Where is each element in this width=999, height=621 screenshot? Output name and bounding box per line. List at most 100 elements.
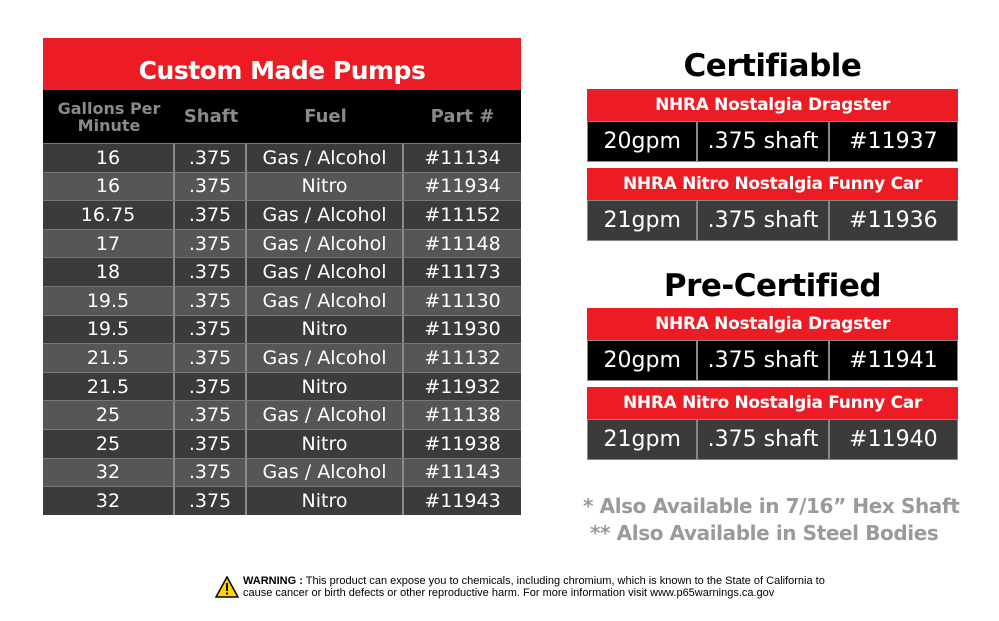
cell-fuel: Nitro — [247, 487, 404, 515]
table-row: 16.375 Gas / Alcohol #11134 — [43, 143, 521, 172]
cell-fuel: Nitro — [247, 429, 404, 458]
cell-fuel: Nitro — [247, 372, 404, 401]
cell-gpm: 21.5 — [43, 344, 175, 372]
table-row: 19.5.375 Nitro #11930 — [43, 314, 521, 344]
cell-fuel: Gas / Alcohol — [247, 229, 404, 258]
cell-shaft: .375 — [175, 487, 247, 515]
pump-spec-card: NHRA Nostalgia Dragster 20gpm .375 shaft #1… — [587, 89, 958, 162]
header-part: Part # — [430, 106, 495, 127]
spec-gpm: 21gpm — [588, 420, 699, 459]
warning-line-2: cause cancer or birth defects or other r… — [243, 587, 775, 599]
table-title: Custom Made Pumps — [43, 38, 521, 90]
table-row: 21.5.375 Gas / Alcohol #11132 — [43, 343, 521, 372]
cell-fuel: Nitro — [247, 315, 404, 344]
spec-gpm: 20gpm — [588, 122, 699, 161]
header-shaft: Shaft — [183, 106, 239, 127]
cell-part: #11938 — [424, 432, 501, 455]
cell-part: #11934 — [424, 175, 501, 198]
pre-certified-panel: NHRA Nostalgia Dragster 20gpm .375 shaft #1… — [587, 308, 958, 466]
table-header: Gallons Per Minute Shaft Fuel Part # — [43, 90, 521, 143]
cell-fuel: Gas / Alcohol — [247, 458, 404, 487]
warning-line-1: This product can expose you to chemicals… — [302, 575, 825, 587]
card-specs: 21gpm .375 shaft #11940 — [587, 419, 958, 460]
cell-part: #11148 — [424, 232, 501, 255]
cell-part: #11173 — [424, 261, 501, 284]
cell-fuel: Gas / Alcohol — [247, 401, 404, 429]
card-title: NHRA Nostalgia Dragster — [587, 89, 958, 121]
cell-fuel: Gas / Alcohol — [247, 286, 404, 315]
warning-label: WARNING : — [243, 575, 303, 587]
table-row: 21.5.375 Nitro #11932 — [43, 371, 521, 401]
cell-shaft: .375 — [175, 229, 247, 258]
certifiable-title: Certifiable — [683, 48, 862, 84]
pre-certified-title: Pre-Certified — [663, 268, 882, 304]
custom-pumps-table: Custom Made Pumps Gallons Per Minute Sha… — [43, 38, 521, 515]
card-title: NHRA Nitro Nostalgia Funny Car — [587, 168, 958, 200]
cell-gpm: 16.75 — [43, 201, 175, 229]
card-title: NHRA Nitro Nostalgia Funny Car — [587, 387, 958, 419]
cell-gpm: 16 — [43, 144, 175, 172]
cell-gpm: 16 — [43, 172, 175, 201]
cell-part: #11134 — [424, 146, 501, 169]
note-hex-shaft: * Also Available in 7/16” Hex Shaft — [583, 494, 960, 518]
header-fuel: Fuel — [304, 106, 347, 127]
pump-spec-card: NHRA Nitro Nostalgia Funny Car 21gpm .375 … — [587, 168, 958, 241]
cell-gpm: 32 — [43, 458, 175, 487]
table-row: 16.375 Nitro #11934 — [43, 171, 521, 201]
table-row: 18.375 Gas / Alcohol #11173 — [43, 257, 521, 286]
table-row: 25.375 Nitro #11938 — [43, 428, 521, 458]
spec-part: #11940 — [849, 427, 938, 452]
table-row: 19.5.375 Gas / Alcohol #11130 — [43, 285, 521, 315]
table-row: 32.375 Gas / Alcohol #11143 — [43, 457, 521, 487]
cell-shaft: .375 — [175, 344, 247, 372]
cell-shaft: .375 — [175, 315, 247, 344]
warning-triangle-icon — [215, 576, 239, 598]
cell-gpm: 25 — [43, 429, 175, 458]
header-gpm: Gallons Per Minute — [57, 98, 161, 135]
cell-gpm: 19.5 — [43, 315, 175, 344]
cell-fuel: Gas / Alcohol — [247, 258, 404, 286]
table-row: 16.75.375 Gas / Alcohol #11152 — [43, 200, 521, 229]
cell-gpm: 19.5 — [43, 286, 175, 315]
cell-part: #11943 — [424, 489, 501, 512]
card-title: NHRA Nostalgia Dragster — [587, 308, 958, 340]
spec-shaft: .375 shaft — [698, 122, 830, 161]
table-body: 16.375 Gas / Alcohol #11134 16.375 Nitro #119… — [43, 143, 521, 515]
cell-gpm: 17 — [43, 229, 175, 258]
certifiable-panel: NHRA Nostalgia Dragster 20gpm .375 shaft #1… — [587, 89, 958, 247]
cell-shaft: .375 — [175, 201, 247, 229]
cell-fuel: Nitro — [247, 172, 404, 201]
cell-part: #11132 — [424, 346, 501, 369]
spec-shaft: .375 shaft — [698, 420, 830, 459]
cell-part: #11143 — [424, 461, 501, 484]
spec-gpm: 20gpm — [588, 341, 699, 380]
table-row: 32.375 Nitro #11943 — [43, 486, 521, 515]
cell-fuel: Gas / Alcohol — [247, 144, 404, 172]
cell-part: #11930 — [424, 318, 501, 341]
cell-gpm: 21.5 — [43, 372, 175, 401]
pump-spec-card: NHRA Nostalgia Dragster 20gpm .375 shaft #1… — [587, 308, 958, 381]
card-specs: 20gpm .375 shaft #11937 — [587, 121, 958, 162]
cell-shaft: .375 — [175, 372, 247, 401]
spec-part: #11937 — [849, 129, 938, 154]
cell-shaft: .375 — [175, 286, 247, 315]
pump-spec-card: NHRA Nitro Nostalgia Funny Car 21gpm .375 … — [587, 387, 958, 460]
spec-part: #11936 — [849, 208, 938, 233]
table-row: 25.375 Gas / Alcohol #11138 — [43, 400, 521, 429]
spec-shaft: .375 shaft — [698, 341, 830, 380]
table-row: 17.375 Gas / Alcohol #11148 — [43, 228, 521, 258]
cell-fuel: Gas / Alcohol — [247, 344, 404, 372]
note-steel-bodies: ** Also Available in Steel Bodies — [590, 521, 939, 545]
cell-part: #11138 — [424, 404, 501, 427]
spec-shaft: .375 shaft — [698, 201, 830, 240]
cell-gpm: 25 — [43, 401, 175, 429]
cell-part: #11130 — [424, 289, 501, 312]
cell-part: #11152 — [424, 203, 501, 226]
cell-shaft: .375 — [175, 144, 247, 172]
prop65-warning: WARNING : This product can expose you to… — [215, 575, 825, 599]
spec-gpm: 21gpm — [588, 201, 699, 240]
cell-shaft: .375 — [175, 401, 247, 429]
card-specs: 21gpm .375 shaft #11936 — [587, 200, 958, 241]
card-specs: 20gpm .375 shaft #11941 — [587, 340, 958, 381]
spec-part: #11941 — [849, 348, 938, 373]
